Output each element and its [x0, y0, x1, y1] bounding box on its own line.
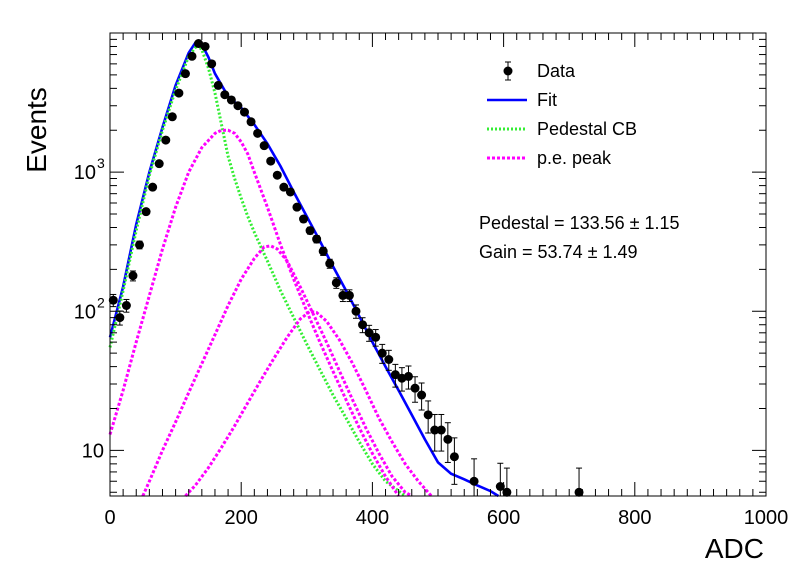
data-point	[253, 128, 263, 138]
data-point	[148, 182, 158, 192]
data-point	[239, 107, 249, 117]
data-point	[299, 214, 309, 224]
y-tick-label: 10	[74, 162, 96, 184]
y-tick-exponent: 2	[97, 294, 105, 310]
data-point	[154, 159, 164, 169]
data-point	[390, 363, 400, 388]
data-point	[443, 422, 453, 463]
data-point	[285, 187, 295, 197]
x-tick-label: 400	[356, 507, 389, 529]
data-point	[351, 304, 361, 319]
data-point	[174, 88, 184, 98]
y-tick-label: 10	[82, 440, 104, 462]
y-tick-label: 10	[74, 301, 96, 323]
data-point	[220, 90, 230, 100]
legend-item: Data	[503, 61, 576, 81]
legend-label: Data	[537, 61, 576, 81]
curve-pedestal-cb	[108, 42, 407, 498]
data-point	[430, 413, 440, 452]
fit-parameter: Gain = 53.74 ± 1.49	[479, 242, 638, 262]
data-point	[358, 317, 368, 334]
data-point	[410, 376, 420, 403]
data-point	[246, 117, 256, 127]
legend-item: Fit	[487, 90, 557, 110]
data-point	[371, 329, 381, 347]
x-tick-label: 1000	[744, 507, 789, 529]
legend-label: Fit	[537, 90, 557, 110]
data-point	[279, 182, 289, 192]
x-tick-label: 0	[104, 507, 115, 529]
data-point	[272, 170, 282, 180]
data-point	[417, 382, 427, 411]
data-point	[502, 467, 512, 497]
x-tick-label: 800	[618, 507, 651, 529]
legend-item: Pedestal CB	[487, 119, 637, 139]
data-point	[108, 293, 118, 308]
data-point	[266, 156, 276, 166]
curve-p-e-peak-3	[184, 309, 433, 498]
data-point	[449, 437, 459, 485]
data-point	[403, 365, 413, 390]
data-point	[305, 226, 315, 236]
data-point	[325, 258, 335, 269]
curve-p-e-peak-1	[108, 128, 400, 497]
data-point	[344, 289, 354, 303]
data-point	[226, 95, 236, 105]
data-point	[338, 289, 348, 303]
data-point	[384, 349, 394, 371]
curve-p-e-peak-2	[141, 244, 413, 498]
fit-annotations: Pedestal = 133.56 ± 1.15 Gain = 53.74 ± 1…	[479, 213, 680, 262]
x-tick-label: 600	[487, 507, 520, 529]
data-point	[200, 41, 210, 51]
legend-label: Pedestal CB	[537, 119, 637, 139]
data-point	[436, 413, 446, 452]
legend: Data Fit Pedestal CB p.e. peak	[487, 61, 637, 168]
data-point	[135, 240, 145, 250]
data-point	[187, 51, 197, 61]
data-point	[377, 343, 387, 364]
data-point	[318, 246, 328, 256]
x-axis-title: ADC	[705, 533, 764, 564]
x-axis: 0 200 400 600 800 1000	[104, 33, 788, 529]
data-point	[161, 135, 171, 145]
data-point	[180, 69, 190, 79]
data-point	[141, 207, 151, 217]
fit-parameter: Pedestal = 133.56 ± 1.15	[479, 213, 680, 233]
data-point	[495, 462, 505, 497]
data-point	[121, 298, 131, 313]
y-axis-title: Events	[21, 87, 52, 173]
data-point	[167, 112, 177, 122]
data-point	[259, 141, 269, 151]
y-tick-exponent: 3	[97, 155, 105, 171]
data-point	[331, 277, 341, 289]
data-point	[364, 324, 374, 342]
data-point	[292, 202, 302, 212]
data-point	[207, 59, 217, 69]
data-point	[128, 270, 138, 282]
data-point	[213, 80, 223, 90]
data-point	[233, 101, 243, 111]
legend-item: p.e. peak	[487, 148, 612, 168]
data-point	[423, 400, 433, 434]
data-point	[312, 234, 322, 244]
legend-label: p.e. peak	[537, 148, 612, 168]
x-tick-label: 200	[225, 507, 258, 529]
